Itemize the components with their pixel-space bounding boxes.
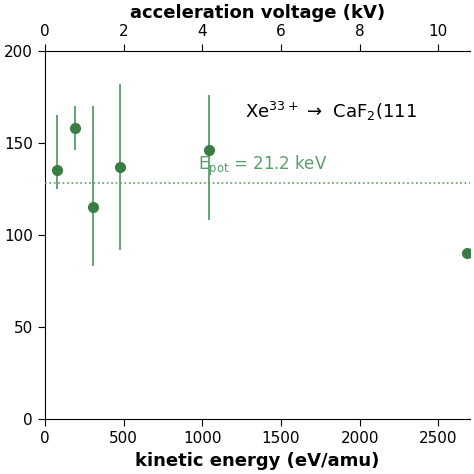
Text: E$_{\rm pot}$ = 21.2 keV: E$_{\rm pot}$ = 21.2 keV	[198, 154, 327, 178]
X-axis label: kinetic energy (eV/amu): kinetic energy (eV/amu)	[135, 452, 380, 470]
X-axis label: acceleration voltage (kV): acceleration voltage (kV)	[130, 4, 385, 22]
Text: Xe$^{33+}$ →  CaF$_2$(111: Xe$^{33+}$ → CaF$_2$(111	[245, 100, 417, 123]
